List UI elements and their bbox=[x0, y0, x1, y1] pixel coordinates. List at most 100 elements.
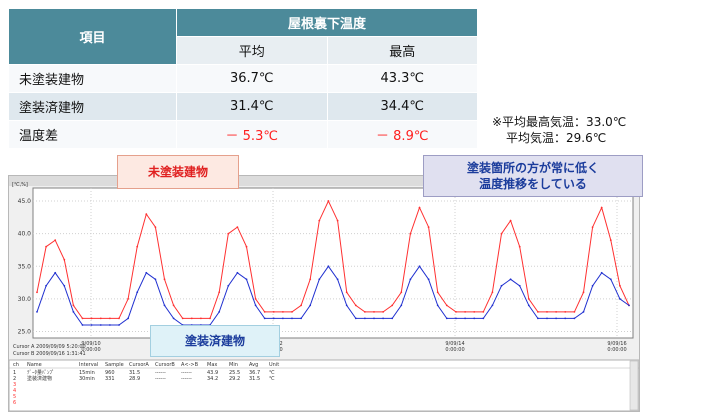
observation-line-2: 温度推移をしている bbox=[479, 177, 587, 191]
data-point-painted bbox=[564, 317, 567, 320]
data-point-unpainted bbox=[345, 291, 348, 294]
data-point-painted bbox=[136, 291, 139, 294]
x-tick-label: 9/09/16 bbox=[607, 341, 626, 347]
data-point-unpainted bbox=[236, 226, 239, 228]
col-max-header: 最高 bbox=[326, 36, 478, 65]
data-point-painted bbox=[482, 317, 485, 320]
observation-line-1: 塗装箇所の方が常に低く bbox=[466, 161, 599, 175]
y-unit-label: [℃,%] bbox=[12, 182, 28, 188]
data-point-unpainted bbox=[537, 311, 539, 313]
info-table-header: ch bbox=[13, 362, 19, 368]
info-scrollbar[interactable] bbox=[629, 360, 639, 411]
data-point-unpainted bbox=[272, 311, 275, 313]
data-point-painted bbox=[427, 278, 430, 281]
data-point-painted bbox=[455, 317, 457, 320]
data-point-painted bbox=[445, 317, 448, 320]
data-point-unpainted bbox=[263, 311, 266, 313]
data-point-painted bbox=[218, 311, 221, 313]
data-point-painted bbox=[382, 317, 384, 320]
data-point-painted bbox=[464, 317, 466, 320]
data-point-painted bbox=[391, 317, 394, 320]
data-point-painted bbox=[600, 271, 603, 274]
data-point-painted bbox=[373, 317, 375, 320]
x-tick-label: 0:00:00 bbox=[81, 347, 100, 353]
data-point-unpainted bbox=[63, 258, 66, 261]
info-table-header: CursorA bbox=[129, 362, 149, 368]
info-table-header: A<->B bbox=[181, 362, 199, 368]
table-row: 塗装済建物 31.4℃ 34.4℃ bbox=[8, 92, 478, 121]
data-point-painted bbox=[145, 271, 148, 274]
data-point-unpainted bbox=[136, 245, 139, 248]
data-point-unpainted bbox=[282, 311, 284, 313]
info-table-header: Sample bbox=[105, 362, 124, 368]
data-point-painted bbox=[36, 311, 38, 313]
cell-max: 43.3℃ bbox=[326, 64, 478, 93]
series-line-unpainted bbox=[36, 199, 630, 319]
data-point-unpainted bbox=[354, 304, 357, 307]
info-row-number: 5 bbox=[13, 394, 16, 400]
data-point-unpainted bbox=[464, 311, 466, 313]
y-tick-label: 35.0 bbox=[18, 263, 32, 270]
info-table-header: Interval bbox=[79, 362, 98, 368]
row-label: 温度差 bbox=[8, 120, 177, 149]
data-point-unpainted bbox=[36, 291, 38, 294]
info-table-cell: 960 bbox=[105, 370, 115, 376]
data-point-unpainted bbox=[582, 291, 585, 294]
data-point-unpainted bbox=[54, 239, 57, 242]
data-point-unpainted bbox=[154, 226, 157, 228]
data-point-unpainted bbox=[573, 311, 576, 313]
data-point-painted bbox=[291, 317, 293, 320]
data-point-painted bbox=[172, 317, 175, 320]
data-point-unpainted bbox=[364, 311, 366, 313]
data-point-painted bbox=[409, 278, 412, 281]
info-row-number: 3 bbox=[13, 382, 16, 388]
col-avg-header: 平均 bbox=[176, 36, 328, 65]
data-point-unpainted bbox=[527, 298, 530, 300]
data-point-painted bbox=[63, 284, 66, 287]
table-row: 温度差 － 5.3℃ － 8.9℃ bbox=[8, 120, 478, 149]
data-point-painted bbox=[555, 317, 557, 320]
data-point-unpainted bbox=[218, 291, 221, 294]
data-point-painted bbox=[527, 304, 530, 307]
temperature-chart: 25.030.035.040.045.0 9/09/100:00:009/09/… bbox=[9, 176, 639, 411]
data-point-painted bbox=[473, 317, 476, 320]
data-point-unpainted bbox=[418, 206, 421, 209]
table-row: 未塗装建物 36.7℃ 43.3℃ bbox=[8, 64, 478, 93]
info-table-header: CursorB bbox=[155, 362, 175, 368]
data-point-painted bbox=[300, 317, 302, 320]
data-point-unpainted bbox=[300, 304, 302, 307]
data-point-unpainted bbox=[72, 304, 75, 307]
data-point-painted bbox=[81, 324, 84, 326]
data-point-unpainted bbox=[382, 311, 384, 313]
data-point-painted bbox=[591, 284, 594, 287]
data-point-painted bbox=[609, 278, 612, 281]
data-point-painted bbox=[163, 304, 166, 307]
info-table-cell: 30min bbox=[79, 376, 95, 382]
data-point-unpainted bbox=[500, 232, 503, 235]
info-table-cell: 2 bbox=[13, 376, 16, 382]
data-point-unpainted bbox=[127, 298, 129, 300]
cell-max: － 8.9℃ bbox=[326, 120, 478, 149]
data-point-painted bbox=[227, 284, 230, 287]
data-point-painted bbox=[99, 324, 102, 326]
data-point-unpainted bbox=[109, 317, 111, 320]
cell-avg: － 5.3℃ bbox=[176, 120, 328, 149]
data-point-unpainted bbox=[291, 311, 293, 313]
data-point-painted bbox=[127, 317, 129, 320]
data-point-painted bbox=[154, 278, 157, 281]
data-point-unpainted bbox=[309, 278, 312, 281]
data-point-unpainted bbox=[81, 317, 84, 320]
info-table-cell: 36.7 bbox=[249, 370, 260, 376]
cursor-a-readout: Cursor A 2009/09/09 5:20:00 bbox=[13, 344, 86, 350]
info-table-cell: 1 bbox=[13, 370, 16, 376]
data-point-unpainted bbox=[90, 317, 93, 320]
data-point-painted bbox=[254, 304, 257, 307]
info-row-number: 4 bbox=[13, 388, 16, 394]
data-point-unpainted bbox=[555, 311, 557, 313]
data-point-painted bbox=[345, 304, 348, 307]
note-line-2: 平均気温：29.6℃ bbox=[506, 131, 607, 145]
data-point-unpainted bbox=[318, 219, 321, 222]
data-point-painted bbox=[45, 284, 47, 287]
data-point-unpainted bbox=[99, 317, 102, 320]
data-point-unpainted bbox=[391, 304, 394, 307]
